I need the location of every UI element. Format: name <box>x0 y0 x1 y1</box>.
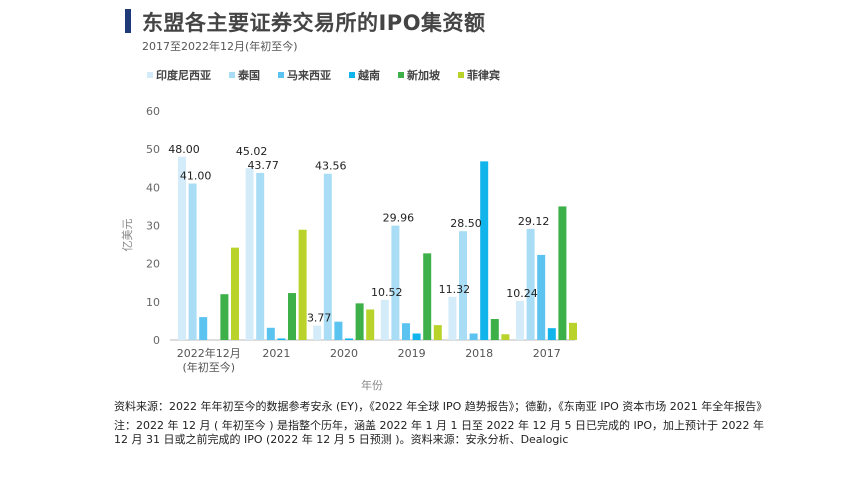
chart-title: 东盟各主要证券交易所的IPO集资额 <box>142 11 486 35</box>
title-accent-bar <box>125 9 131 33</box>
legend-label: 菲律宾 <box>467 69 500 82</box>
data-label: 10.24 <box>506 287 538 300</box>
legend-item: 新加坡 <box>398 67 440 83</box>
bar <box>231 247 239 340</box>
bar <box>178 156 186 340</box>
bar <box>547 328 556 340</box>
x-axis-title: 年份 <box>361 378 383 392</box>
bar <box>313 325 322 340</box>
bar <box>188 183 197 340</box>
footnote: 注：2022 年 12 月 ( 年初至今 ) 是指整个历年，涵盖 2022 年 … <box>114 419 765 446</box>
data-label: 11.32 <box>439 283 471 296</box>
legend-label: 泰国 <box>238 69 260 82</box>
bar <box>459 231 467 340</box>
bar <box>537 254 546 340</box>
data-label: 48.00 <box>168 143 200 156</box>
y-tick-label: 60 <box>146 105 160 118</box>
legend-swatch <box>278 72 284 78</box>
bar <box>448 296 457 340</box>
x-tick-label: (年初至今) <box>183 360 236 374</box>
bar <box>334 321 343 340</box>
legend-swatch <box>349 72 355 78</box>
bar <box>526 228 535 340</box>
bar <box>266 327 275 340</box>
x-tick-label: 2018 <box>465 347 493 360</box>
x-tick-label: 2019 <box>398 347 426 360</box>
legend-label: 新加坡 <box>407 69 440 82</box>
legend-item: 泰国 <box>229 67 260 83</box>
legend-swatch <box>147 72 153 78</box>
legend-swatch <box>229 72 235 78</box>
bar <box>380 299 389 340</box>
legend-item: 印度尼西亚 <box>147 67 211 83</box>
legend-label: 马来西亚 <box>287 69 331 82</box>
bar <box>256 172 265 340</box>
bar <box>516 300 524 340</box>
legend-item: 菲律宾 <box>458 67 500 83</box>
y-tick-label: 30 <box>146 220 160 233</box>
bar <box>433 325 442 340</box>
legend-swatch <box>458 72 464 78</box>
bar <box>501 334 510 340</box>
bar <box>412 333 421 340</box>
x-tick-label: 2017 <box>533 347 561 360</box>
bar <box>245 168 254 340</box>
bar <box>288 293 296 340</box>
y-tick-label: 20 <box>146 258 160 271</box>
bar <box>323 173 332 340</box>
bar <box>423 253 432 340</box>
bar <box>558 206 567 340</box>
bar <box>391 225 400 340</box>
bar <box>469 333 478 340</box>
bar <box>366 309 375 340</box>
legend-item: 马来西亚 <box>278 67 331 83</box>
legend-label: 越南 <box>358 69 380 82</box>
data-label: 10.52 <box>371 286 403 299</box>
bar <box>402 323 410 340</box>
data-label: 3.77 <box>307 312 332 325</box>
source-note: 资料来源：2022 年年初至今的数据参考安永 (EY)，《2022 年全球 IP… <box>114 400 768 413</box>
y-tick-label: 10 <box>146 296 160 309</box>
bar <box>199 317 208 340</box>
bar <box>355 303 364 340</box>
y-tick-label: 50 <box>146 143 160 156</box>
data-label: 43.77 <box>247 159 279 172</box>
data-label: 29.96 <box>383 212 415 225</box>
x-tick-label: 2021 <box>262 347 290 360</box>
x-tick-label: 2022年12月 <box>177 346 241 360</box>
y-axis-title: 亿美元 <box>121 219 134 252</box>
data-label: 41.00 <box>180 170 212 183</box>
legend-label: 印度尼西亚 <box>156 69 211 82</box>
legend: 印度尼西亚 泰国 马来西亚 越南 新加坡 菲律宾 <box>147 67 518 83</box>
data-label: 43.56 <box>315 160 347 173</box>
legend-swatch <box>398 72 404 78</box>
y-tick-label: 40 <box>146 181 160 194</box>
bar <box>220 294 229 340</box>
bar <box>345 338 353 340</box>
bar <box>298 229 307 340</box>
data-label: 28.50 <box>450 217 482 230</box>
bar <box>277 338 286 340</box>
bar <box>569 322 577 340</box>
data-label: 45.02 <box>236 145 268 158</box>
notes: 资料来源：2022 年年初至今的数据参考安永 (EY)，《2022 年全球 IP… <box>114 400 774 447</box>
chart-subtitle: 2017至2022年12月(年初至今) <box>142 40 298 53</box>
x-tick-label: 2020 <box>330 347 358 360</box>
y-tick-label: 0 <box>153 334 160 347</box>
data-label: 29.12 <box>518 215 550 228</box>
bar <box>480 161 489 340</box>
legend-item: 越南 <box>349 67 380 83</box>
bar <box>490 319 499 340</box>
